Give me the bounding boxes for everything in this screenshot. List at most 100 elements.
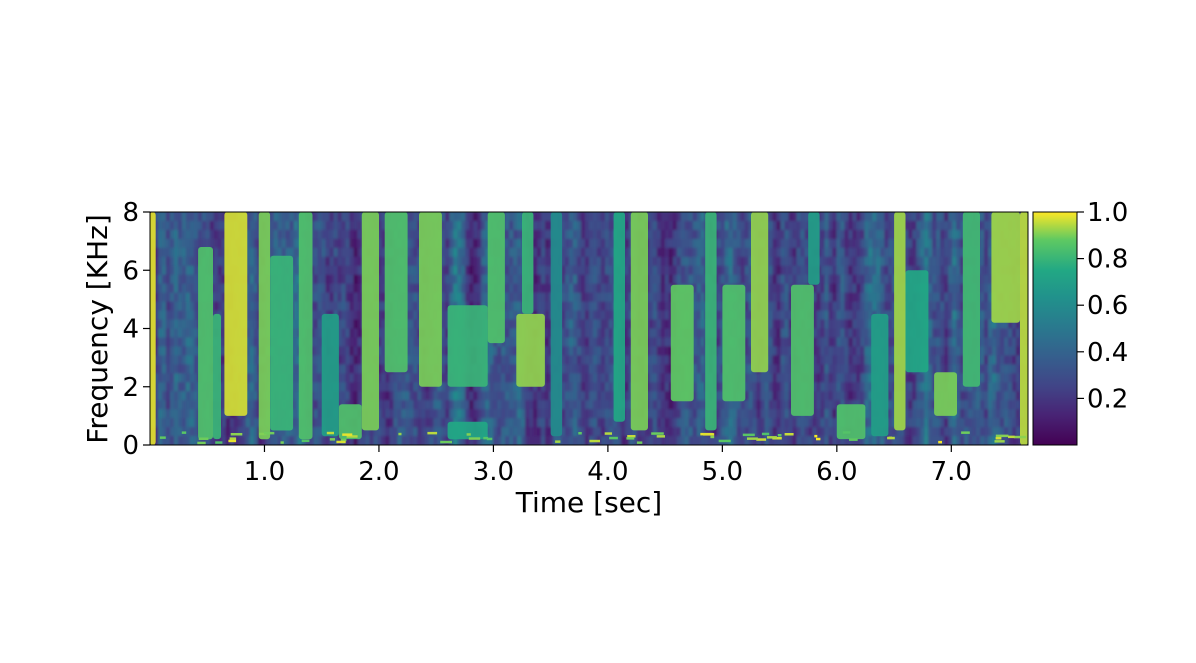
heatmap-cell [768,436,774,445]
heatmap-cell [700,364,706,374]
heatmap-cell [509,391,514,401]
heatmap-cell [433,391,438,401]
heatmap-cell [341,346,347,356]
heatmap-cell [596,373,602,383]
heatmap-cell [768,310,774,321]
heatmap-cell [249,418,255,428]
heatmap-cell [337,292,343,303]
heatmap-cell [788,301,794,312]
heatmap-cell [153,220,159,231]
heatmap-cell [628,427,634,437]
heatmap-cell [569,337,574,348]
heatmap-cell [465,238,470,249]
heatmap-cell [744,256,750,267]
heatmap-cell [836,382,842,392]
heatmap-cell [696,373,702,383]
heatmap-cell [313,292,319,303]
heatmap-cell [660,400,666,410]
heatmap-cell [377,409,383,419]
heatmap-cell [880,274,885,285]
heatmap-cell [165,364,171,374]
heatmap-cell [541,292,546,303]
heatmap-cell [513,400,518,410]
heatmap-cell [577,409,582,419]
heatmap-cell [664,265,670,276]
heatmap-cell [668,256,674,267]
heatmap-cell [381,319,387,330]
heatmap-cell [241,427,247,437]
heatmap-cell [545,373,550,383]
heatmap-cell [365,427,371,437]
heatmap-cell [457,382,462,392]
heatmap-cell [585,427,590,437]
heatmap-cell [457,274,462,285]
heatmap-cell [656,418,662,428]
heatmap-cell [245,328,251,339]
heatmap-cell [505,418,510,428]
heatmap-cell [780,328,786,339]
heatmap-cell [816,355,822,365]
heatmap-cell [820,319,826,330]
heatmap-cell [672,247,678,258]
heatmap-cell [417,400,422,410]
heatmap-cell [652,220,658,231]
heatmap-cell [505,283,510,294]
heatmap-cell [589,418,594,428]
heatmap-cell [608,337,614,348]
heatmap-cell [193,265,199,276]
heatmap-cell [245,364,251,374]
heatmap-cell [429,391,434,401]
heatmap-cell [213,274,219,285]
heatmap-cell [377,220,383,231]
heatmap-cell [565,265,570,276]
heatmap-cell [692,427,698,437]
heatmap-cell [760,436,766,445]
heatmap-cell [181,346,187,356]
heatmap-cell [804,427,810,437]
heatmap-cell [517,220,522,231]
heatmap-cell [249,283,255,294]
heatmap-cell [748,212,754,222]
heatmap-cell [784,212,790,222]
heatmap-cell [349,364,355,374]
heatmap-cell [680,247,686,258]
heatmap-cell [589,382,594,392]
heatmap-cell [684,418,690,428]
heatmap-cell [441,427,446,437]
heatmap-cell [608,400,614,410]
heatmap-cell [429,418,434,428]
heatmap-cell [377,391,383,401]
heatmap-cell [748,319,754,330]
heatmap-cell [676,220,682,231]
heatmap-cell [405,382,411,392]
heatmap-cell [481,409,486,419]
heatmap-cell [664,355,670,365]
heatmap-cell [509,310,514,321]
heatmap-cell [317,355,323,365]
heatmap-cell [720,229,726,240]
heatmap-cell [509,301,514,312]
heatmap-cell [600,337,606,348]
heatmap-cell [876,436,881,445]
heatmap-cell [808,418,814,428]
heatmap-cell [317,364,323,374]
heatmap-cell [337,274,343,285]
heatmap-cell [537,436,542,445]
heatmap-cell [748,337,754,348]
heatmap-cell [581,283,586,294]
heatmap-cell [624,328,630,339]
heatmap-cell [569,373,574,383]
heatmap-cell [457,265,462,276]
heatmap-cell [868,283,873,294]
heatmap-cell [249,220,255,231]
heatmap-cell [592,418,598,428]
heatmap-cell [217,247,223,258]
heatmap-cell [169,427,175,437]
heatmap-cell [405,229,411,240]
heatmap-cell [189,283,195,294]
heatmap-cell [800,229,806,240]
heatmap-cell [325,292,331,303]
heatmap-cell [684,400,690,410]
heatmap-cell [381,212,387,222]
heatmap-cell [880,301,885,312]
